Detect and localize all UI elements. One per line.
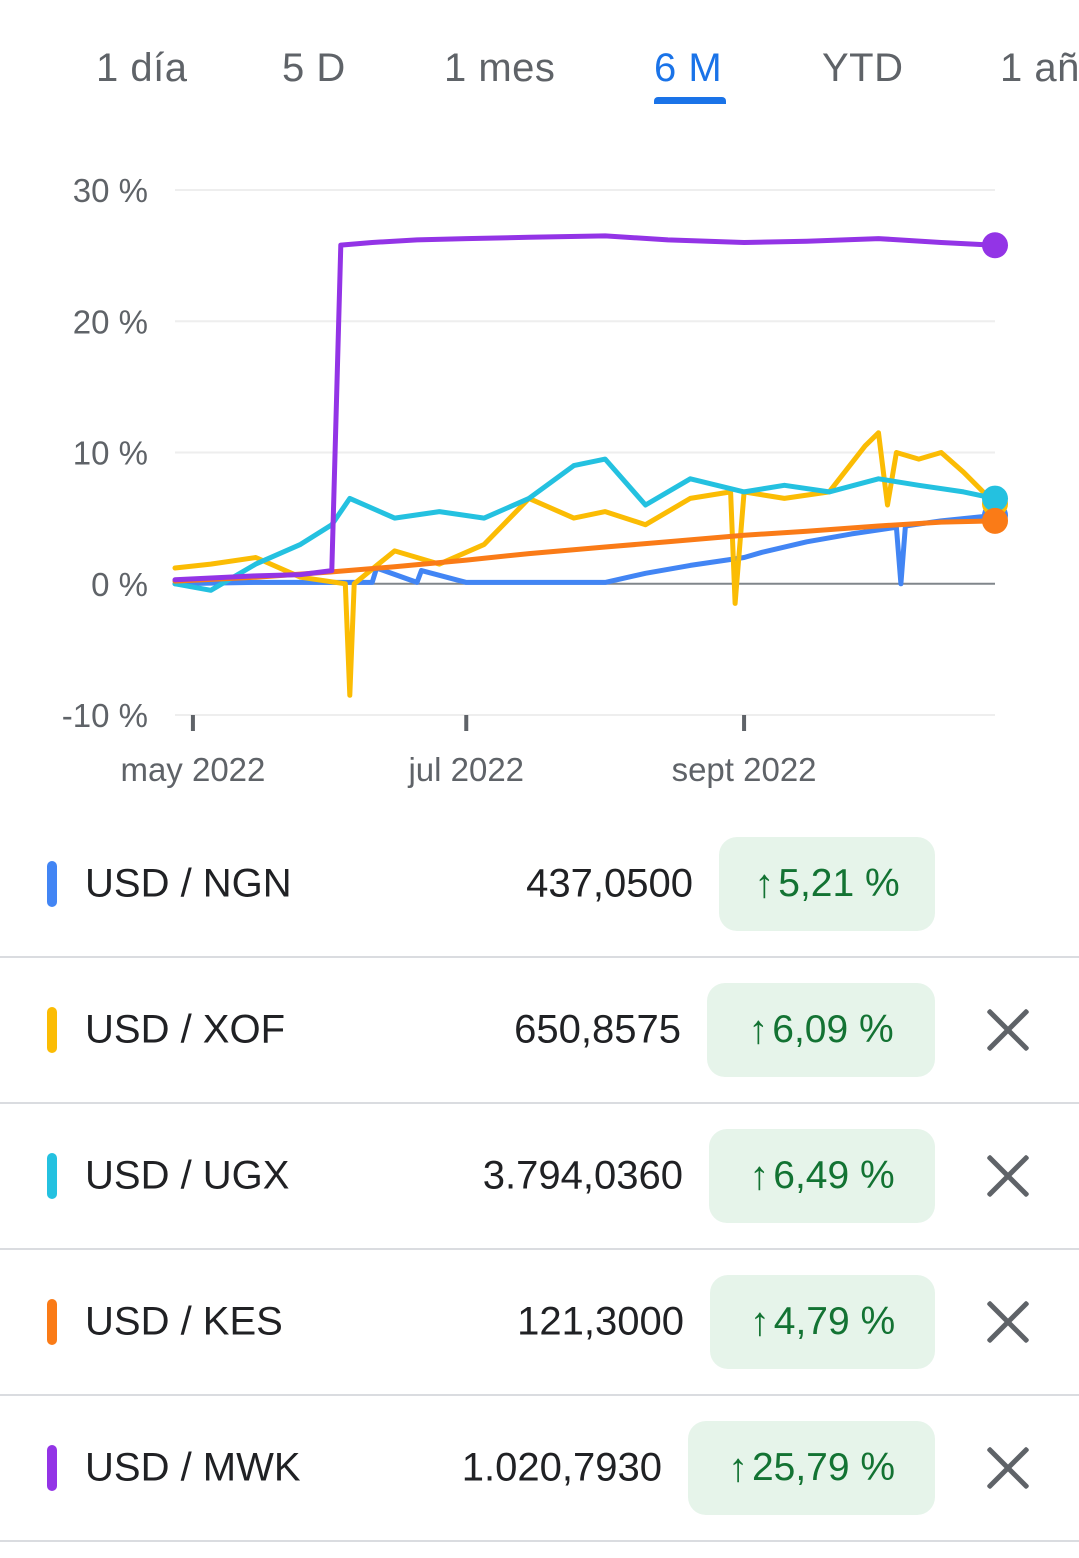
tab-1-day[interactable]: 1 día xyxy=(96,46,188,90)
comparison-chart[interactable]: 30 % 20 % 10 % 0 % -10 % may 2022 jul 2022 sept… xyxy=(0,150,1079,810)
pair-label: USD / MWK xyxy=(85,1445,301,1490)
arrow-up-icon: ↑ xyxy=(749,1153,770,1198)
change-badge: ↑ 4,79 % xyxy=(710,1275,935,1369)
series-color-swatch xyxy=(47,1445,57,1491)
x-tick-label: may 2022 xyxy=(120,751,265,788)
series-color-swatch xyxy=(47,1153,57,1199)
tab-1-year[interactable]: 1 añ xyxy=(1000,46,1079,90)
pair-row-xof[interactable]: USD / XOF 650,8575 ↑ 6,09 % xyxy=(0,958,1079,1104)
tab-6-months[interactable]: 6 M xyxy=(654,46,723,90)
remove-pair-close-icon[interactable] xyxy=(985,1445,1031,1491)
y-tick-label: 0 % xyxy=(91,566,148,603)
chart-svg: 30 % 20 % 10 % 0 % -10 % may 2022 jul 2022 sept… xyxy=(62,172,1008,788)
tab-1-month[interactable]: 1 mes xyxy=(444,46,556,90)
x-tick-label: sept 2022 xyxy=(672,751,817,788)
pair-rate: 1.020,7930 xyxy=(461,1445,662,1490)
tab-ytd[interactable]: YTD xyxy=(822,46,904,90)
pair-label: USD / KES xyxy=(85,1299,283,1344)
time-range-tabs: 1 día 5 D 1 mes 6 M YTD 1 añ xyxy=(0,0,1079,120)
arrow-up-icon: ↑ xyxy=(748,1007,769,1052)
pair-rate: 3.794,0360 xyxy=(482,1153,683,1198)
change-value: 4,79 % xyxy=(773,1300,896,1343)
pair-rate: 437,0500 xyxy=(526,861,693,906)
pair-row-mwk[interactable]: USD / MWK 1.020,7930 ↑ 25,79 % xyxy=(0,1396,1079,1542)
remove-pair-close-icon[interactable] xyxy=(985,1007,1031,1053)
change-value: 5,21 % xyxy=(778,862,900,905)
pair-label: USD / NGN xyxy=(85,861,292,906)
series-end-dot-4 xyxy=(982,232,1008,259)
y-tick-label: 10 % xyxy=(73,435,148,472)
pair-label: USD / XOF xyxy=(85,1007,286,1052)
series-line-0 xyxy=(172,512,998,587)
change-badge: ↑ 25,79 % xyxy=(688,1421,935,1515)
series-line-2 xyxy=(172,456,998,593)
change-value: 6,49 % xyxy=(773,1154,895,1197)
currency-pair-list: USD / NGN 437,0500 ↑ 5,21 % USD / XOF 65… xyxy=(0,812,1079,1542)
pair-label: USD / UGX xyxy=(85,1153,290,1198)
remove-pair-close-icon[interactable] xyxy=(985,1299,1031,1345)
change-badge: ↑ 6,49 % xyxy=(709,1129,935,1223)
pair-rate: 121,3000 xyxy=(517,1299,684,1344)
series-end-dot-2 xyxy=(982,485,1008,512)
series-color-swatch xyxy=(47,1299,57,1345)
active-tab-indicator xyxy=(654,97,726,104)
arrow-up-icon: ↑ xyxy=(727,1445,748,1490)
pair-rate: 650,8575 xyxy=(514,1007,681,1052)
series-color-swatch xyxy=(47,1007,57,1053)
series-end-dot-3 xyxy=(982,507,1008,534)
series-line-1 xyxy=(172,430,998,698)
pair-row-ngn[interactable]: USD / NGN 437,0500 ↑ 5,21 % xyxy=(0,812,1079,958)
y-tick-label: -10 % xyxy=(62,697,148,734)
change-value: 6,09 % xyxy=(772,1008,894,1051)
y-tick-label: 20 % xyxy=(73,303,148,340)
change-badge: ↑ 6,09 % xyxy=(707,983,935,1077)
change-badge: ↑ 5,21 % xyxy=(719,837,935,931)
tab-5-days[interactable]: 5 D xyxy=(282,46,346,90)
x-tick-label: jul 2022 xyxy=(407,751,524,788)
y-tick-label: 30 % xyxy=(73,172,148,209)
pair-row-ugx[interactable]: USD / UGX 3.794,0360 ↑ 6,49 % xyxy=(0,1104,1079,1250)
remove-pair-close-icon[interactable] xyxy=(985,1153,1031,1199)
change-value: 25,79 % xyxy=(751,1446,896,1489)
arrow-up-icon: ↑ xyxy=(754,861,775,906)
pair-row-kes[interactable]: USD / KES 121,3000 ↑ 4,79 % xyxy=(0,1250,1079,1396)
arrow-up-icon: ↑ xyxy=(749,1299,770,1344)
series-color-swatch xyxy=(47,861,57,907)
series-line-4 xyxy=(172,233,998,583)
